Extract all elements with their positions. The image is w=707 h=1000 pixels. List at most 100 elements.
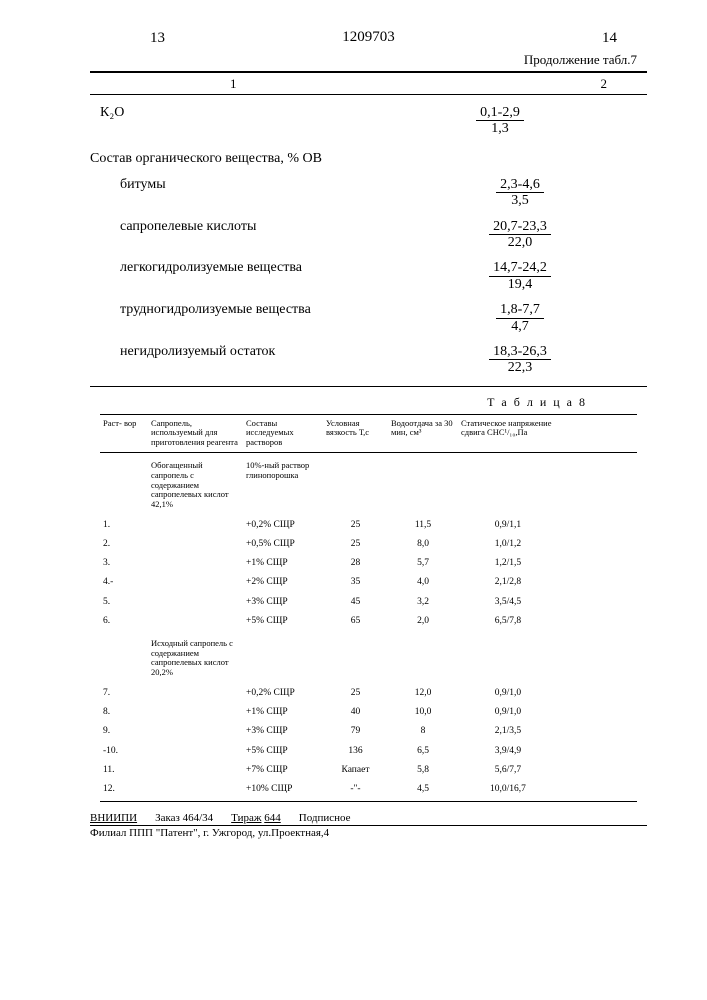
- t8-c3: +5% СЩР: [243, 612, 323, 631]
- t8-n: 2.: [100, 535, 148, 554]
- t8-c6: 2,1/3,5: [458, 722, 558, 741]
- rule: [100, 452, 637, 453]
- t8-c6: 2,1/2,8: [458, 573, 558, 592]
- t8-row: 3.+1% СЩР285,71,2/1,5: [100, 554, 637, 573]
- t8-c4: 25: [323, 535, 388, 554]
- table7: К₂О 0,1-2,9 1,3 Состав органического вещ…: [90, 105, 647, 376]
- table8: Раст- вор Сапропель, используемый для пр…: [100, 414, 637, 802]
- t7-section-title: Состав органического вещества, % ОВ: [90, 151, 647, 167]
- t8-c3: +1% СЩР: [243, 554, 323, 573]
- t8-group1-c2: Обогащенный сапропель с содержанием сапр…: [148, 459, 243, 512]
- t8-c6: 10,0/16,7: [458, 780, 558, 799]
- t8-c5: 3,2: [388, 593, 458, 612]
- t8-c3: +0,2% СЩР: [243, 684, 323, 703]
- rule: [100, 801, 637, 802]
- t7-label: К₂О: [90, 105, 380, 121]
- t8-c4: 25: [323, 516, 388, 535]
- t8-c3: +1% СЩР: [243, 703, 323, 722]
- frac-num: 18,3-26,3: [489, 344, 551, 360]
- t8-h-c6: Статическое напряжение сдвига СНС¹/₁₀,Па: [458, 417, 558, 450]
- t8-c6: 3,9/4,9: [458, 742, 558, 761]
- t8-c5: 6,5: [388, 742, 458, 761]
- table8-group2: Исходный сапропель с содержанием сапропе…: [100, 637, 637, 680]
- frac-num: 2,3-4,6: [496, 177, 544, 193]
- t7-fraction: 2,3-4,63,5: [496, 177, 544, 209]
- t8-h-c5: Водоотдача за 30 мин, см³: [388, 417, 458, 450]
- t8-c6: 0,9/1,0: [458, 703, 558, 722]
- t8-c3: +2% СЩР: [243, 573, 323, 592]
- t8-row: 11.+7% СЩРКапает5,85,6/7,7: [100, 761, 637, 780]
- rule: [90, 71, 647, 73]
- t8-c4: 25: [323, 684, 388, 703]
- footer-tirage-label: Тираж: [231, 812, 261, 824]
- t8-h-c2: Сапропель, используемый для приготовлени…: [148, 417, 243, 450]
- t8-c4: -"-: [323, 780, 388, 799]
- t8-row: 2.+0,5% СЩР258,01,0/1,2: [100, 535, 637, 554]
- t8-c6: 5,6/7,7: [458, 761, 558, 780]
- t8-c5: 12,0: [388, 684, 458, 703]
- t7-row: легкогидролизуемые вещества14,7-24,219,4: [90, 260, 647, 292]
- t8-c6: 0,9/1,1: [458, 516, 558, 535]
- t8-h-c3: Составы исследуемых растворов: [243, 417, 323, 450]
- rule: [90, 386, 647, 387]
- t8-n: 5.: [100, 593, 148, 612]
- footer-sub: Подписное: [299, 812, 351, 824]
- t8-c4: Капает: [323, 761, 388, 780]
- t7-fraction: 18,3-26,322,3: [489, 344, 551, 376]
- footer-line2: Филиал ППП "Патент", г. Ужгород, ул.Прое…: [90, 827, 647, 839]
- frac-den: 22,3: [489, 360, 551, 375]
- footer-order: Заказ 464/34: [155, 812, 213, 824]
- t8-n: 8.: [100, 703, 148, 722]
- t8-row: 12.+10% СЩР-"-4,510,0/16,7: [100, 780, 637, 799]
- t8-c3: +3% СЩР: [243, 593, 323, 612]
- t8-n: 4.-: [100, 573, 148, 592]
- frac-den: 22,0: [489, 235, 551, 250]
- t7-label: битумы: [90, 177, 400, 193]
- t8-row: -10.+5% СЩР1366,53,9/4,9: [100, 742, 637, 761]
- t7-row: негидролизуемый остаток 18,3-26,322,3: [90, 344, 647, 376]
- frac-num: 1,8-7,7: [496, 302, 544, 318]
- t7-fraction: 1,8-7,74,7: [496, 302, 544, 334]
- col-1-header: 1: [230, 76, 237, 92]
- t8-c4: 28: [323, 554, 388, 573]
- frac-num: 0,1-2,9: [476, 105, 524, 121]
- t7-label: негидролизуемый остаток: [90, 344, 400, 360]
- col-2-header: 2: [601, 76, 608, 92]
- t8-n: 9.: [100, 722, 148, 741]
- t8-n: 12.: [100, 780, 148, 799]
- t7-label: сапропелевые кислоты: [90, 219, 400, 235]
- t8-c5: 5,8: [388, 761, 458, 780]
- t8-row: 1.+0,2% СЩР2511,50,9/1,1: [100, 516, 637, 535]
- t8-c6: 1,0/1,2: [458, 535, 558, 554]
- t8-c4: 40: [323, 703, 388, 722]
- footer-tirage: 644: [264, 812, 281, 824]
- t8-n: 11.: [100, 761, 148, 780]
- t8-c4: 65: [323, 612, 388, 631]
- t8-c4: 79: [323, 722, 388, 741]
- t7-label: трудногидролизуемые вещества: [90, 302, 400, 318]
- t8-row: 5.+3% СЩР453,23,5/4,5: [100, 593, 637, 612]
- t8-c5: 8: [388, 722, 458, 741]
- t8-c6: 6,5/7,8: [458, 612, 558, 631]
- t7-fraction: 14,7-24,219,4: [489, 260, 551, 292]
- frac-den: 1,3: [476, 121, 524, 136]
- t8-c5: 4,0: [388, 573, 458, 592]
- t7-row: трудногидролизуемые вещества 1,8-7,74,7: [90, 302, 647, 334]
- t8-c4: 35: [323, 573, 388, 592]
- t8-h-c1: Раст- вор: [100, 417, 148, 450]
- t8-c5: 8,0: [388, 535, 458, 554]
- rule: [100, 414, 637, 415]
- t8-c6: 0,9/1,0: [458, 684, 558, 703]
- frac-num: 20,7-23,3: [489, 219, 551, 235]
- t7-row: сапропелевые кислоты 20,7-23,322,0: [90, 219, 647, 251]
- t8-c5: 10,0: [388, 703, 458, 722]
- footer: ВНИИПИ Заказ 464/34 Тираж 644 Подписное …: [90, 812, 647, 839]
- footer-org: ВНИИПИ: [90, 812, 137, 824]
- t8-n: 1.: [100, 516, 148, 535]
- t8-c5: 4,5: [388, 780, 458, 799]
- t8-c4: 136: [323, 742, 388, 761]
- page-number-right: 14: [602, 30, 617, 47]
- t8-c6: 1,2/1,5: [458, 554, 558, 573]
- frac-den: 19,4: [489, 277, 551, 292]
- patent-number: 1209703: [90, 29, 647, 46]
